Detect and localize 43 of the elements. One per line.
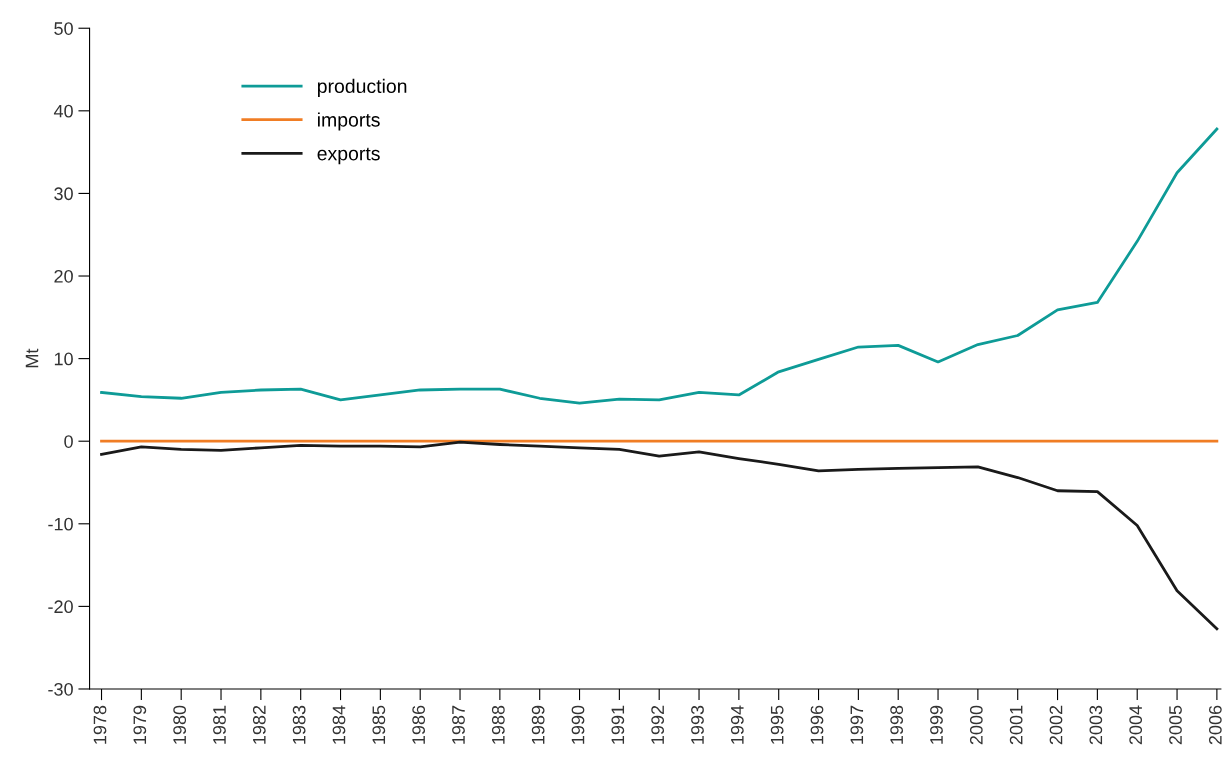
- x-tick-label: 1986: [412, 705, 426, 744]
- legend-label: exports: [317, 147, 380, 165]
- y-tick-label: 0: [64, 435, 73, 448]
- x-tick-label: 1994: [730, 705, 744, 744]
- x-tick-label: 2004: [1129, 705, 1143, 745]
- x-tick-label: 2000: [969, 705, 983, 745]
- x-tick-label: 1988: [491, 705, 505, 744]
- x-tick-label: 1979: [133, 705, 147, 744]
- x-tick-label: 1981: [213, 705, 226, 744]
- x-tick-label: 1995: [770, 705, 784, 744]
- x-tick-label: 1984: [332, 705, 346, 744]
- y-axis-title: Mt: [25, 348, 39, 368]
- x-tick-label: 2003: [1089, 705, 1103, 745]
- x-tick-label: 2002: [1049, 705, 1063, 745]
- y-tick-label: 40: [53, 104, 73, 118]
- x-tick-label: 1992: [651, 705, 665, 744]
- x-tick-label: 2005: [1169, 705, 1182, 745]
- x-tick-label: 1998: [890, 705, 904, 744]
- x-tick-label: 1985: [372, 705, 386, 744]
- x-tick-label: 2006: [1208, 705, 1222, 745]
- x-tick-label: 1989: [531, 705, 545, 744]
- legend-label: imports: [318, 112, 380, 131]
- x-tick-label: 1991: [611, 705, 625, 744]
- x-tick-label: 1999: [930, 705, 943, 744]
- x-tick-label: 1990: [571, 705, 585, 744]
- y-tick-label: 30: [54, 187, 73, 201]
- x-tick-label: 1978: [93, 705, 107, 744]
- y-tick-label: 20: [54, 269, 73, 283]
- legend-label: production: [317, 78, 407, 97]
- y-tick-label: -10: [48, 517, 73, 531]
- x-tick-label: 1982: [252, 705, 266, 744]
- x-tick-label: 1993: [691, 705, 704, 744]
- x-tick-label: 2001: [1009, 705, 1023, 745]
- line-series: [100, 440, 1219, 631]
- y-tick-label: -20: [48, 600, 73, 614]
- x-tick-label: 1980: [173, 705, 187, 744]
- x-tick-label: 1987: [452, 705, 465, 744]
- y-tick-label: -30: [48, 682, 73, 696]
- x-tick-label: 1997: [850, 705, 864, 744]
- x-tick-label: 1996: [810, 705, 824, 744]
- y-tick-label: 10: [54, 352, 73, 366]
- x-tick-label: 1983: [292, 705, 306, 744]
- y-tick-label: 50: [54, 22, 73, 35]
